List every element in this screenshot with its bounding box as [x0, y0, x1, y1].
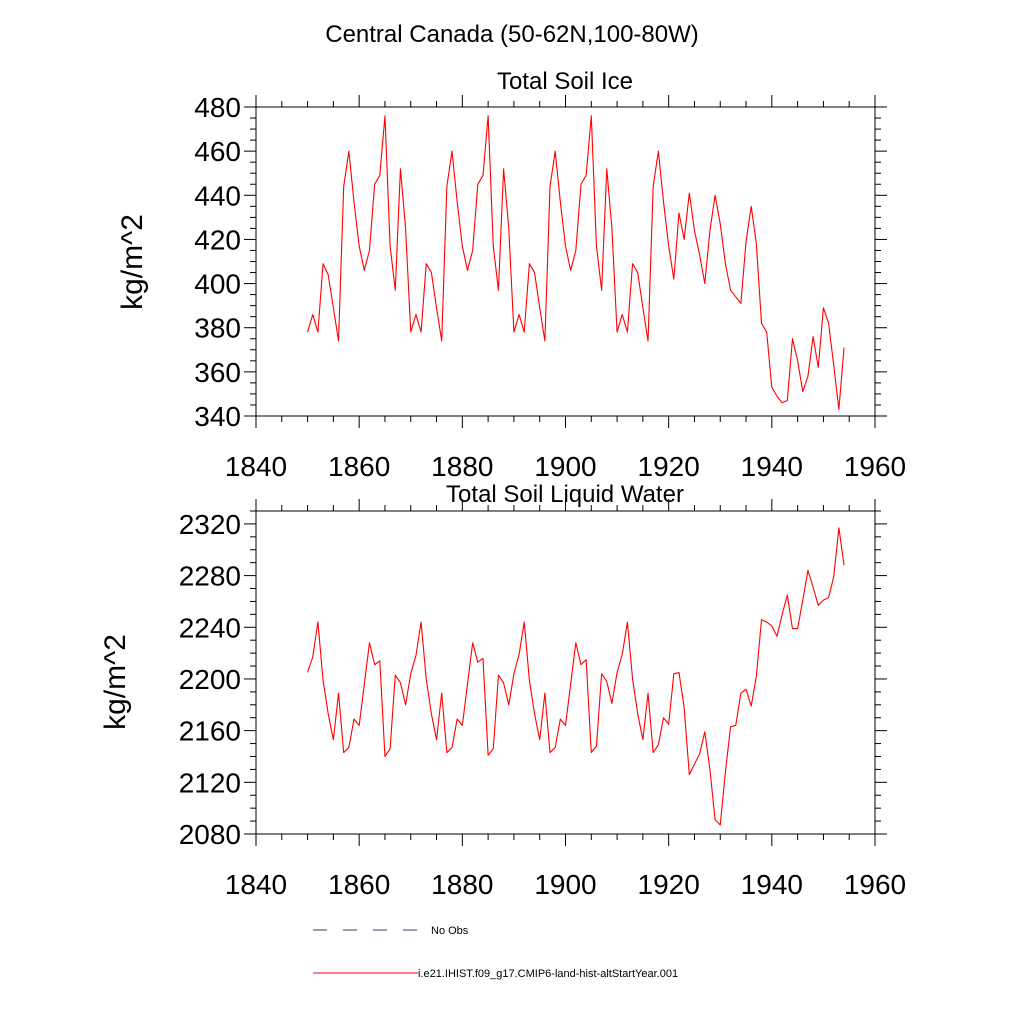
y-tick-label: 380	[194, 313, 241, 344]
y-tick-label: 460	[194, 136, 241, 167]
y-tick-label: 2120	[179, 767, 241, 798]
plot-area	[307, 527, 845, 826]
x-tick-label: 1840	[225, 451, 287, 482]
x-tick-label: 1900	[534, 869, 596, 900]
legend-entry-no-obs: No Obs	[313, 925, 469, 937]
series-line	[307, 115, 845, 410]
y-tick-label: 2160	[179, 716, 241, 747]
y-tick-label: 2080	[179, 819, 241, 850]
panel-title: Total Soil Ice	[497, 68, 633, 95]
legend-label: No Obs	[431, 925, 469, 937]
x-tick-label: 1880	[431, 451, 493, 482]
plot-area	[307, 115, 845, 410]
legend: No Obs i.e21.IHIST.f09_g17.CMIP6-land-hi…	[313, 925, 678, 980]
figure-suptitle: Central Canada (50-62N,100-80W)	[325, 21, 699, 48]
x-tick-label: 1960	[844, 869, 906, 900]
x-axis: 1840 1860 1880 1900 1920 1940 1960	[225, 95, 906, 482]
x-tick-label: 1920	[638, 451, 700, 482]
y-axis: 340 360 380 400 420 440 460 480	[194, 92, 887, 432]
y-axis-label: kg/m^2	[99, 634, 132, 730]
x-tick-label: 1940	[741, 451, 803, 482]
y-tick-label: 2240	[179, 612, 241, 643]
x-tick-label: 1920	[638, 869, 700, 900]
legend-label: i.e21.IHIST.f09_g17.CMIP6-land-hist-altS…	[418, 968, 678, 980]
legend-entry-model: i.e21.IHIST.f09_g17.CMIP6-land-hist-altS…	[313, 968, 678, 980]
x-tick-label: 1840	[225, 869, 287, 900]
y-tick-label: 2280	[179, 561, 241, 592]
y-tick-label: 400	[194, 269, 241, 300]
y-tick-label: 420	[194, 224, 241, 255]
y-tick-label: 2320	[179, 509, 241, 540]
plot-frame	[255, 510, 876, 835]
y-tick-label: 2200	[179, 664, 241, 695]
x-tick-label: 1900	[534, 451, 596, 482]
y-axis-label: kg/m^2	[116, 214, 149, 310]
x-axis: 1840 1860 1880 1900 1920 1940 1960	[225, 499, 906, 900]
y-tick-label: 340	[194, 401, 241, 432]
y-axis: 2080 2120 2160 2200 2240 2280 2320	[179, 509, 887, 850]
x-tick-label: 1940	[741, 869, 803, 900]
x-tick-label: 1880	[431, 869, 493, 900]
x-tick-label: 1960	[844, 451, 906, 482]
y-tick-label: 440	[194, 180, 241, 211]
panel-total-soil-ice: Total Soil Ice 1840 1860 1880 1900 1920 1940 1…	[116, 68, 906, 482]
x-tick-label: 1860	[328, 451, 390, 482]
panel-total-soil-liquid-water: Total Soil Liquid Water 1840 1860 1880 1900…	[99, 481, 906, 900]
series-line	[307, 527, 845, 826]
x-tick-label: 1860	[328, 869, 390, 900]
y-tick-label: 360	[194, 357, 241, 388]
y-tick-label: 480	[194, 92, 241, 123]
